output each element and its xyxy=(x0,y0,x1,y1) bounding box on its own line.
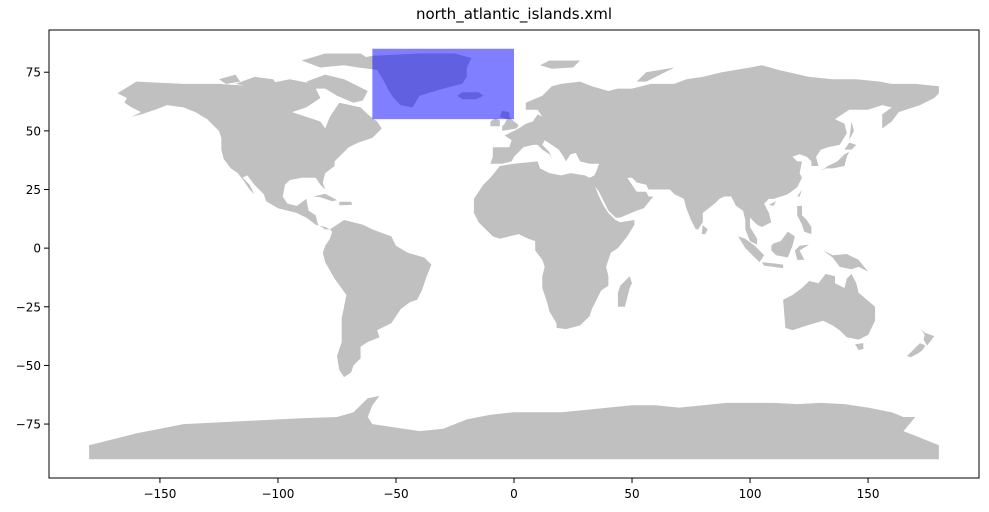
y-tick-label: 50 xyxy=(26,124,41,138)
y-tick-label: 0 xyxy=(33,242,41,256)
x-tick-label: −150 xyxy=(143,487,176,501)
y-tick-label: −25 xyxy=(16,300,41,314)
land-hainan xyxy=(768,201,776,206)
land-africa xyxy=(473,161,635,330)
y-tick-label: 75 xyxy=(26,66,41,80)
land-ireland xyxy=(490,118,500,127)
land-nz-south xyxy=(907,343,926,358)
land-caspian-sea xyxy=(624,137,642,162)
x-tick-label: 50 xyxy=(624,487,639,501)
land-novaya-zemlya xyxy=(636,67,675,82)
x-tick-label: −100 xyxy=(261,487,294,501)
land-baffin-island xyxy=(306,74,368,103)
land-antarctica xyxy=(89,395,939,460)
land-svalbard xyxy=(540,60,581,69)
land-scandinavia-bay xyxy=(556,94,573,108)
land-north-america xyxy=(117,79,382,230)
land-madagascar xyxy=(617,276,632,307)
y-tick-label: 25 xyxy=(26,183,41,197)
land-sakhalin xyxy=(849,121,854,141)
land-philippines xyxy=(797,205,812,235)
x-axis: −150 −100 −50 0 50 100 150 xyxy=(143,478,880,501)
land-south-america xyxy=(322,220,432,378)
land-new-guinea xyxy=(823,250,869,272)
land-japan-hokkaido xyxy=(844,142,857,150)
x-tick-label: 150 xyxy=(857,487,880,501)
land-nz-north xyxy=(921,329,935,346)
land-sumatra xyxy=(738,236,765,263)
land-hispaniola xyxy=(339,201,353,206)
land-borneo xyxy=(771,231,795,258)
land-sulawesi xyxy=(794,244,810,260)
x-tick-label: −50 xyxy=(383,487,408,501)
plot-title: north_atlantic_islands.xml xyxy=(415,5,613,23)
y-tick-label: −75 xyxy=(16,418,41,432)
land-sri-lanka xyxy=(701,225,708,235)
highlight-region xyxy=(372,48,514,120)
land-victoria-island xyxy=(235,76,278,89)
x-tick-label: 100 xyxy=(739,487,762,501)
land-tasmania xyxy=(855,343,864,351)
x-tick-label: 0 xyxy=(510,487,518,501)
land-australia xyxy=(783,273,876,340)
land-banks-island xyxy=(218,74,241,84)
land-java xyxy=(761,262,784,269)
y-axis: −75 −50 −25 0 25 50 75 xyxy=(16,66,49,432)
land-taiwan xyxy=(797,189,802,197)
land-japan-honshu xyxy=(820,152,850,171)
land-cuba xyxy=(313,193,337,202)
land-arabian-cut xyxy=(591,182,597,185)
land-black-sea xyxy=(580,140,611,151)
y-tick-label: −50 xyxy=(16,359,41,373)
land-eurasia xyxy=(490,65,939,245)
land-ellesmere-island xyxy=(301,53,368,68)
land-layer xyxy=(89,53,939,460)
